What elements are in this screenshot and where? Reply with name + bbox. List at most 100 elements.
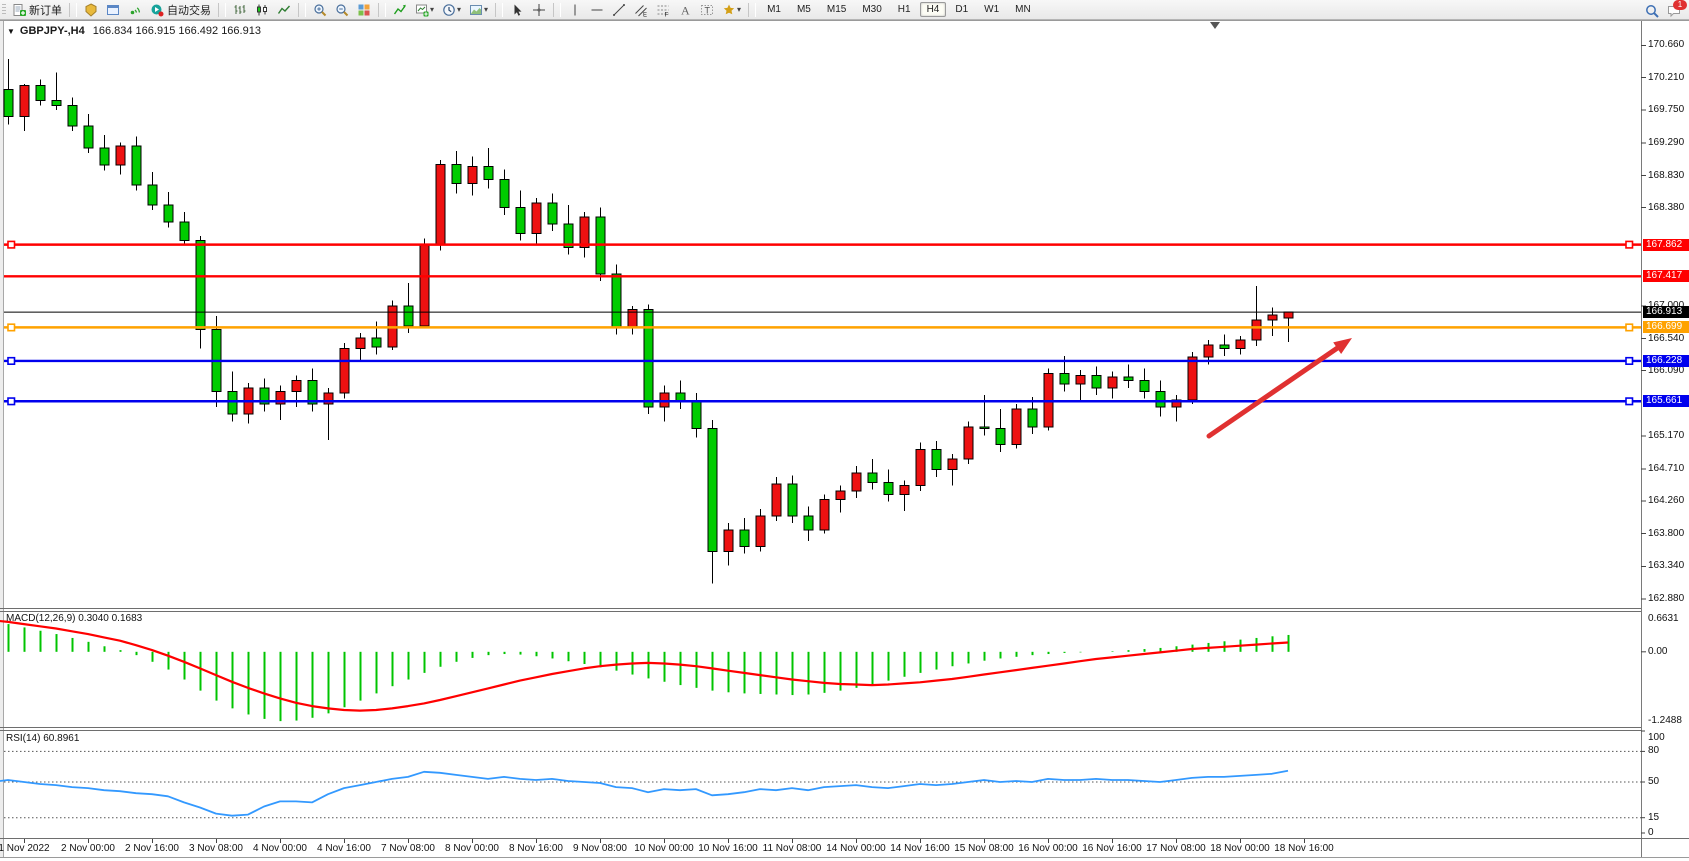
timeframe-m15-button[interactable]: M15 bbox=[826, 4, 847, 15]
timeframe-m1-button[interactable]: M1 bbox=[767, 4, 781, 15]
macd-axis-label: 0.6631 bbox=[1648, 613, 1679, 624]
time-label: 1 Nov 2022 bbox=[0, 843, 50, 854]
candles-icon bbox=[255, 3, 269, 17]
cursor-button[interactable] bbox=[507, 0, 527, 19]
chevron-down-icon[interactable]: ▾ bbox=[457, 5, 462, 14]
chevron-down-icon[interactable]: ▼ bbox=[7, 26, 15, 36]
price-tick-label: 168.380 bbox=[1648, 202, 1685, 213]
templates-button[interactable]: ▾ bbox=[466, 0, 491, 19]
current-price-badge: 166.913 bbox=[1643, 306, 1689, 318]
horizontal-line-166.699[interactable] bbox=[4, 323, 1641, 332]
search-button[interactable] bbox=[1642, 1, 1662, 20]
time-label: 10 Nov 00:00 bbox=[634, 843, 694, 854]
horizontal-line-166.228[interactable] bbox=[4, 356, 1641, 366]
toolbar-separator bbox=[378, 2, 386, 17]
toolbar-separator bbox=[748, 2, 757, 17]
text-button[interactable]: A bbox=[675, 0, 695, 19]
toolbar-right: 1 bbox=[1641, 0, 1687, 20]
toolbar-separator bbox=[495, 2, 504, 17]
time-label: 11 Nov 08:00 bbox=[762, 843, 822, 854]
bar-chart-button[interactable] bbox=[230, 0, 250, 19]
add-chart-button[interactable]: ▾ bbox=[412, 0, 437, 19]
time-label: 4 Nov 16:00 bbox=[317, 843, 371, 854]
bars-icon bbox=[233, 3, 247, 17]
price-line-badge: 167.862 bbox=[1643, 239, 1689, 251]
horizontal-line-165.661[interactable] bbox=[4, 397, 1641, 406]
arrow-annotation[interactable] bbox=[1206, 338, 1352, 439]
zoom-in-button[interactable] bbox=[310, 0, 330, 19]
rsi-axis-label: 100 bbox=[1648, 732, 1665, 743]
timeframe-mn-button[interactable]: MN bbox=[1015, 4, 1031, 15]
notifications-button[interactable]: 1 bbox=[1664, 0, 1687, 20]
timeframe-m5-button[interactable]: M5 bbox=[796, 4, 811, 15]
rsi-level-lines bbox=[4, 750, 1641, 819]
time-label: 3 Nov 08:00 bbox=[189, 843, 243, 854]
price-tick-label: 166.090 bbox=[1648, 365, 1685, 376]
price-tick-label: 163.800 bbox=[1648, 528, 1685, 539]
chart-frame bbox=[0, 20, 1689, 858]
chevron-down-icon[interactable]: ▾ bbox=[430, 5, 435, 14]
time-label: 4 Nov 00:00 bbox=[253, 843, 307, 854]
macd-signal-line bbox=[0, 619, 1289, 712]
macd-histogram bbox=[7, 624, 1290, 722]
periodicity-button[interactable]: ▾ bbox=[439, 0, 464, 19]
timeframe-w1-button[interactable]: W1 bbox=[984, 4, 1000, 15]
signals-button[interactable] bbox=[125, 0, 145, 19]
equidistant-channel-button[interactable]: E bbox=[631, 0, 651, 19]
macd-indicator-label: MACD(12,26,9) 0.3040 0.1683 bbox=[6, 613, 143, 624]
price-axis-ticks bbox=[1641, 44, 1646, 600]
shapes-button[interactable]: ▾ bbox=[719, 0, 744, 19]
time-label: 14 Nov 00:00 bbox=[826, 843, 886, 854]
ohlc-readout: 166.834 166.915 166.492 166.913 bbox=[92, 25, 261, 37]
tile-windows-button[interactable] bbox=[354, 0, 374, 19]
fibonacci-button[interactable]: F bbox=[653, 0, 673, 19]
chevron-down-icon[interactable]: ▾ bbox=[737, 5, 742, 14]
tile-icon bbox=[357, 3, 371, 17]
zoom-out-button[interactable] bbox=[332, 0, 352, 19]
clock-icon bbox=[442, 3, 456, 17]
time-axis-ticks bbox=[24, 839, 1305, 843]
trendline-icon bbox=[612, 3, 626, 17]
price-tick-label: 163.340 bbox=[1648, 560, 1685, 571]
horizontal-line-button[interactable] bbox=[587, 0, 607, 19]
timeframe-h1-button[interactable]: H1 bbox=[897, 4, 911, 15]
search-icon bbox=[1645, 4, 1659, 18]
toolbar-separator bbox=[298, 2, 306, 17]
indicators-button[interactable] bbox=[390, 0, 410, 19]
price-tick-label: 170.210 bbox=[1648, 72, 1685, 83]
market-quotes-button[interactable] bbox=[81, 0, 101, 19]
new-order-button[interactable]: 新订单 bbox=[9, 0, 65, 19]
chevron-down-icon[interactable]: ▾ bbox=[484, 5, 489, 14]
new-chart-icon bbox=[415, 3, 429, 17]
macd-axis-label: 0.00 bbox=[1648, 646, 1668, 657]
time-label: 8 Nov 16:00 bbox=[509, 843, 563, 854]
horizontal-line-167.862[interactable] bbox=[4, 240, 1641, 249]
time-label: 2 Nov 00:00 bbox=[61, 843, 115, 854]
line-chart-button[interactable] bbox=[274, 0, 294, 19]
time-label: 14 Nov 16:00 bbox=[890, 843, 950, 854]
timeframe-h4-button[interactable]: H4 bbox=[919, 2, 947, 17]
price-line-badge: 166.699 bbox=[1643, 321, 1689, 333]
price-tick-label: 169.290 bbox=[1648, 137, 1685, 148]
crosshair-button[interactable] bbox=[529, 0, 549, 19]
signals-icon bbox=[128, 3, 142, 17]
price-tick-label: 164.710 bbox=[1648, 463, 1685, 474]
autotrade-icon bbox=[150, 3, 164, 17]
trendline-button[interactable] bbox=[609, 0, 629, 19]
chart-canvas[interactable] bbox=[0, 20, 1689, 861]
timeframe-m30-button[interactable]: M30 bbox=[862, 4, 882, 15]
zoom-in-icon bbox=[313, 3, 327, 17]
text-icon: A bbox=[678, 3, 692, 17]
timeframe-d1-button[interactable]: D1 bbox=[955, 4, 969, 15]
text-label-button[interactable]: T bbox=[697, 0, 717, 19]
time-label: 15 Nov 08:00 bbox=[954, 843, 1014, 854]
price-tick-label: 170.660 bbox=[1648, 39, 1685, 50]
vertical-line-button[interactable] bbox=[565, 0, 585, 19]
label-icon: T bbox=[700, 3, 714, 17]
auto-trading-button[interactable]: 自动交易 bbox=[147, 0, 214, 19]
chart-shift-marker[interactable] bbox=[1210, 22, 1220, 29]
candlestick-chart-button[interactable] bbox=[252, 0, 272, 19]
chart-window-button[interactable] bbox=[103, 0, 123, 19]
time-label: 17 Nov 08:00 bbox=[1146, 843, 1206, 854]
